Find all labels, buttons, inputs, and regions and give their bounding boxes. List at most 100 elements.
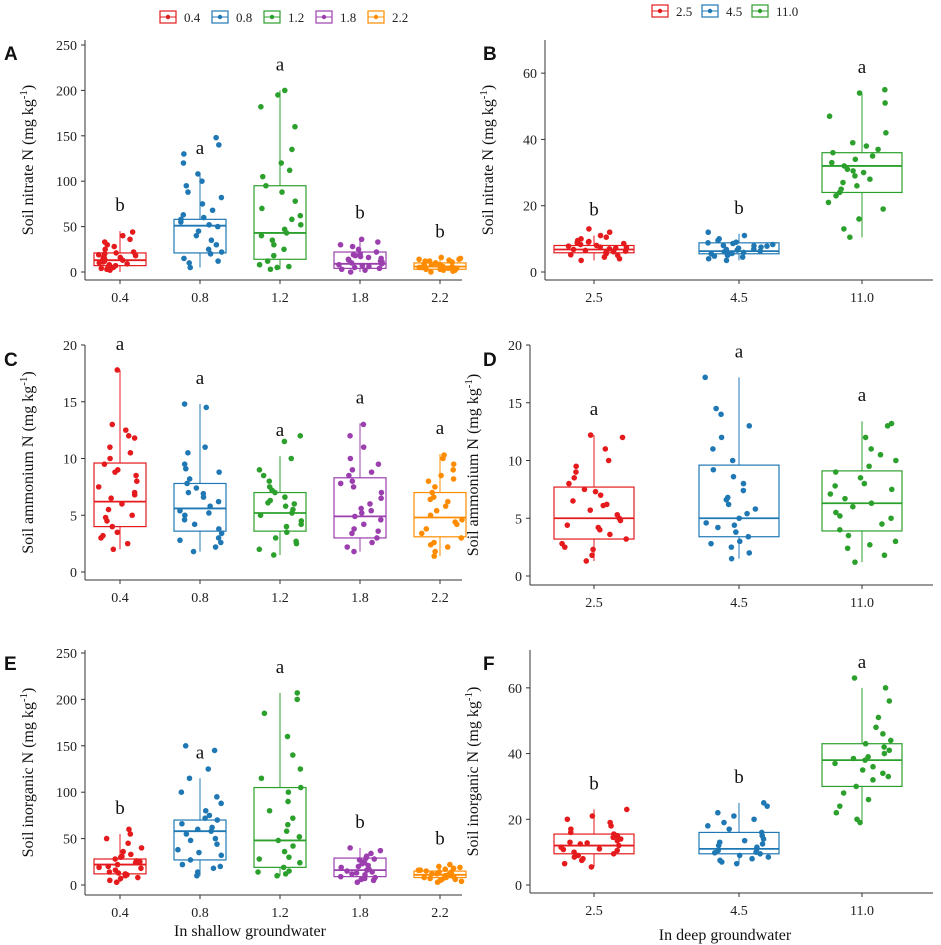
data-point [208, 237, 215, 244]
data-point [98, 265, 105, 272]
data-point [368, 850, 374, 857]
data-point [838, 186, 844, 192]
data-point [733, 860, 740, 867]
data-point [349, 467, 356, 473]
y-tick-label: 20 [508, 339, 522, 354]
data-point [278, 160, 285, 166]
data-point [881, 750, 888, 757]
data-point [131, 492, 138, 498]
significance-letter: b [115, 798, 125, 819]
data-point [881, 744, 887, 750]
legend-key-1.2: 1.2 [263, 10, 304, 25]
data-point [284, 733, 291, 740]
data-point [360, 421, 367, 428]
significance-letter: a [858, 652, 867, 673]
data-point [106, 261, 113, 268]
data-point [363, 853, 370, 860]
data-point [195, 228, 202, 234]
box-0.8 [173, 218, 227, 254]
data-point [344, 868, 350, 874]
significance-letter: b [355, 812, 365, 833]
data-point [867, 542, 873, 548]
data-point [369, 539, 375, 546]
data-point [607, 819, 613, 826]
box-1.8 [333, 477, 387, 539]
data-point [586, 226, 592, 232]
data-point [429, 871, 435, 877]
data-point [179, 820, 185, 827]
panel-letter-e: E [4, 654, 17, 675]
data-point [216, 526, 222, 532]
data-point [429, 489, 435, 496]
data-point [361, 859, 368, 866]
data-point [269, 487, 275, 494]
panel-letter-a: A [4, 44, 18, 65]
data-point [182, 743, 189, 749]
data-point [760, 800, 767, 806]
data-point [575, 852, 581, 859]
data-point [610, 850, 617, 857]
box-11.0 [821, 152, 903, 194]
data-point [616, 842, 622, 849]
data-point [365, 254, 372, 261]
data-point [840, 790, 847, 796]
data-point [759, 841, 766, 847]
data-point [736, 852, 743, 859]
data-point [126, 826, 132, 833]
data-point [211, 747, 218, 754]
data-point [566, 480, 572, 487]
data-point [217, 863, 224, 870]
data-point [178, 216, 184, 223]
y-tick-label: 0 [515, 570, 522, 585]
data-point [715, 524, 721, 531]
data-point [281, 226, 288, 233]
significance-letter: b [589, 773, 599, 794]
data-point [590, 546, 596, 553]
data-point [362, 871, 368, 878]
y-tick-label: 10 [63, 453, 77, 468]
y-tick-label: 20 [523, 200, 537, 215]
panel-letter-f: F [483, 654, 495, 675]
data-point [105, 506, 112, 513]
legend-key-4.5: 4.5 [701, 4, 742, 19]
y-axis-title-end: ) [465, 687, 482, 692]
data-point [214, 817, 221, 823]
data-point [338, 266, 345, 273]
data-point [882, 100, 888, 106]
data-point [578, 257, 584, 264]
data-point [114, 367, 121, 373]
data-point [581, 486, 588, 493]
data-point [256, 856, 263, 862]
data-point [373, 249, 380, 255]
data-point [274, 264, 280, 271]
data-point [443, 874, 449, 881]
data-point [851, 675, 858, 681]
data-point [840, 179, 846, 186]
legend-label: 0.4 [184, 10, 201, 25]
data-point [256, 546, 263, 553]
data-point [296, 833, 303, 840]
data-point [423, 526, 430, 532]
data-point [436, 863, 442, 870]
significance-letter: b [435, 829, 445, 850]
box-2.5 [553, 486, 635, 540]
data-point [860, 169, 867, 176]
data-point [567, 251, 574, 258]
significance-letter: b [115, 195, 125, 216]
y-tick-label: 0 [515, 879, 522, 894]
data-point [888, 515, 894, 522]
data-point [852, 156, 859, 163]
data-point [275, 837, 282, 844]
data-point [417, 867, 424, 873]
data-point [353, 870, 360, 876]
data-point [728, 544, 735, 550]
data-point [199, 178, 205, 184]
data-point [350, 251, 357, 258]
data-point [180, 160, 187, 166]
data-point [297, 766, 304, 772]
data-point [856, 216, 862, 222]
data-point [603, 501, 610, 508]
data-point [127, 831, 134, 837]
data-point [206, 812, 213, 819]
